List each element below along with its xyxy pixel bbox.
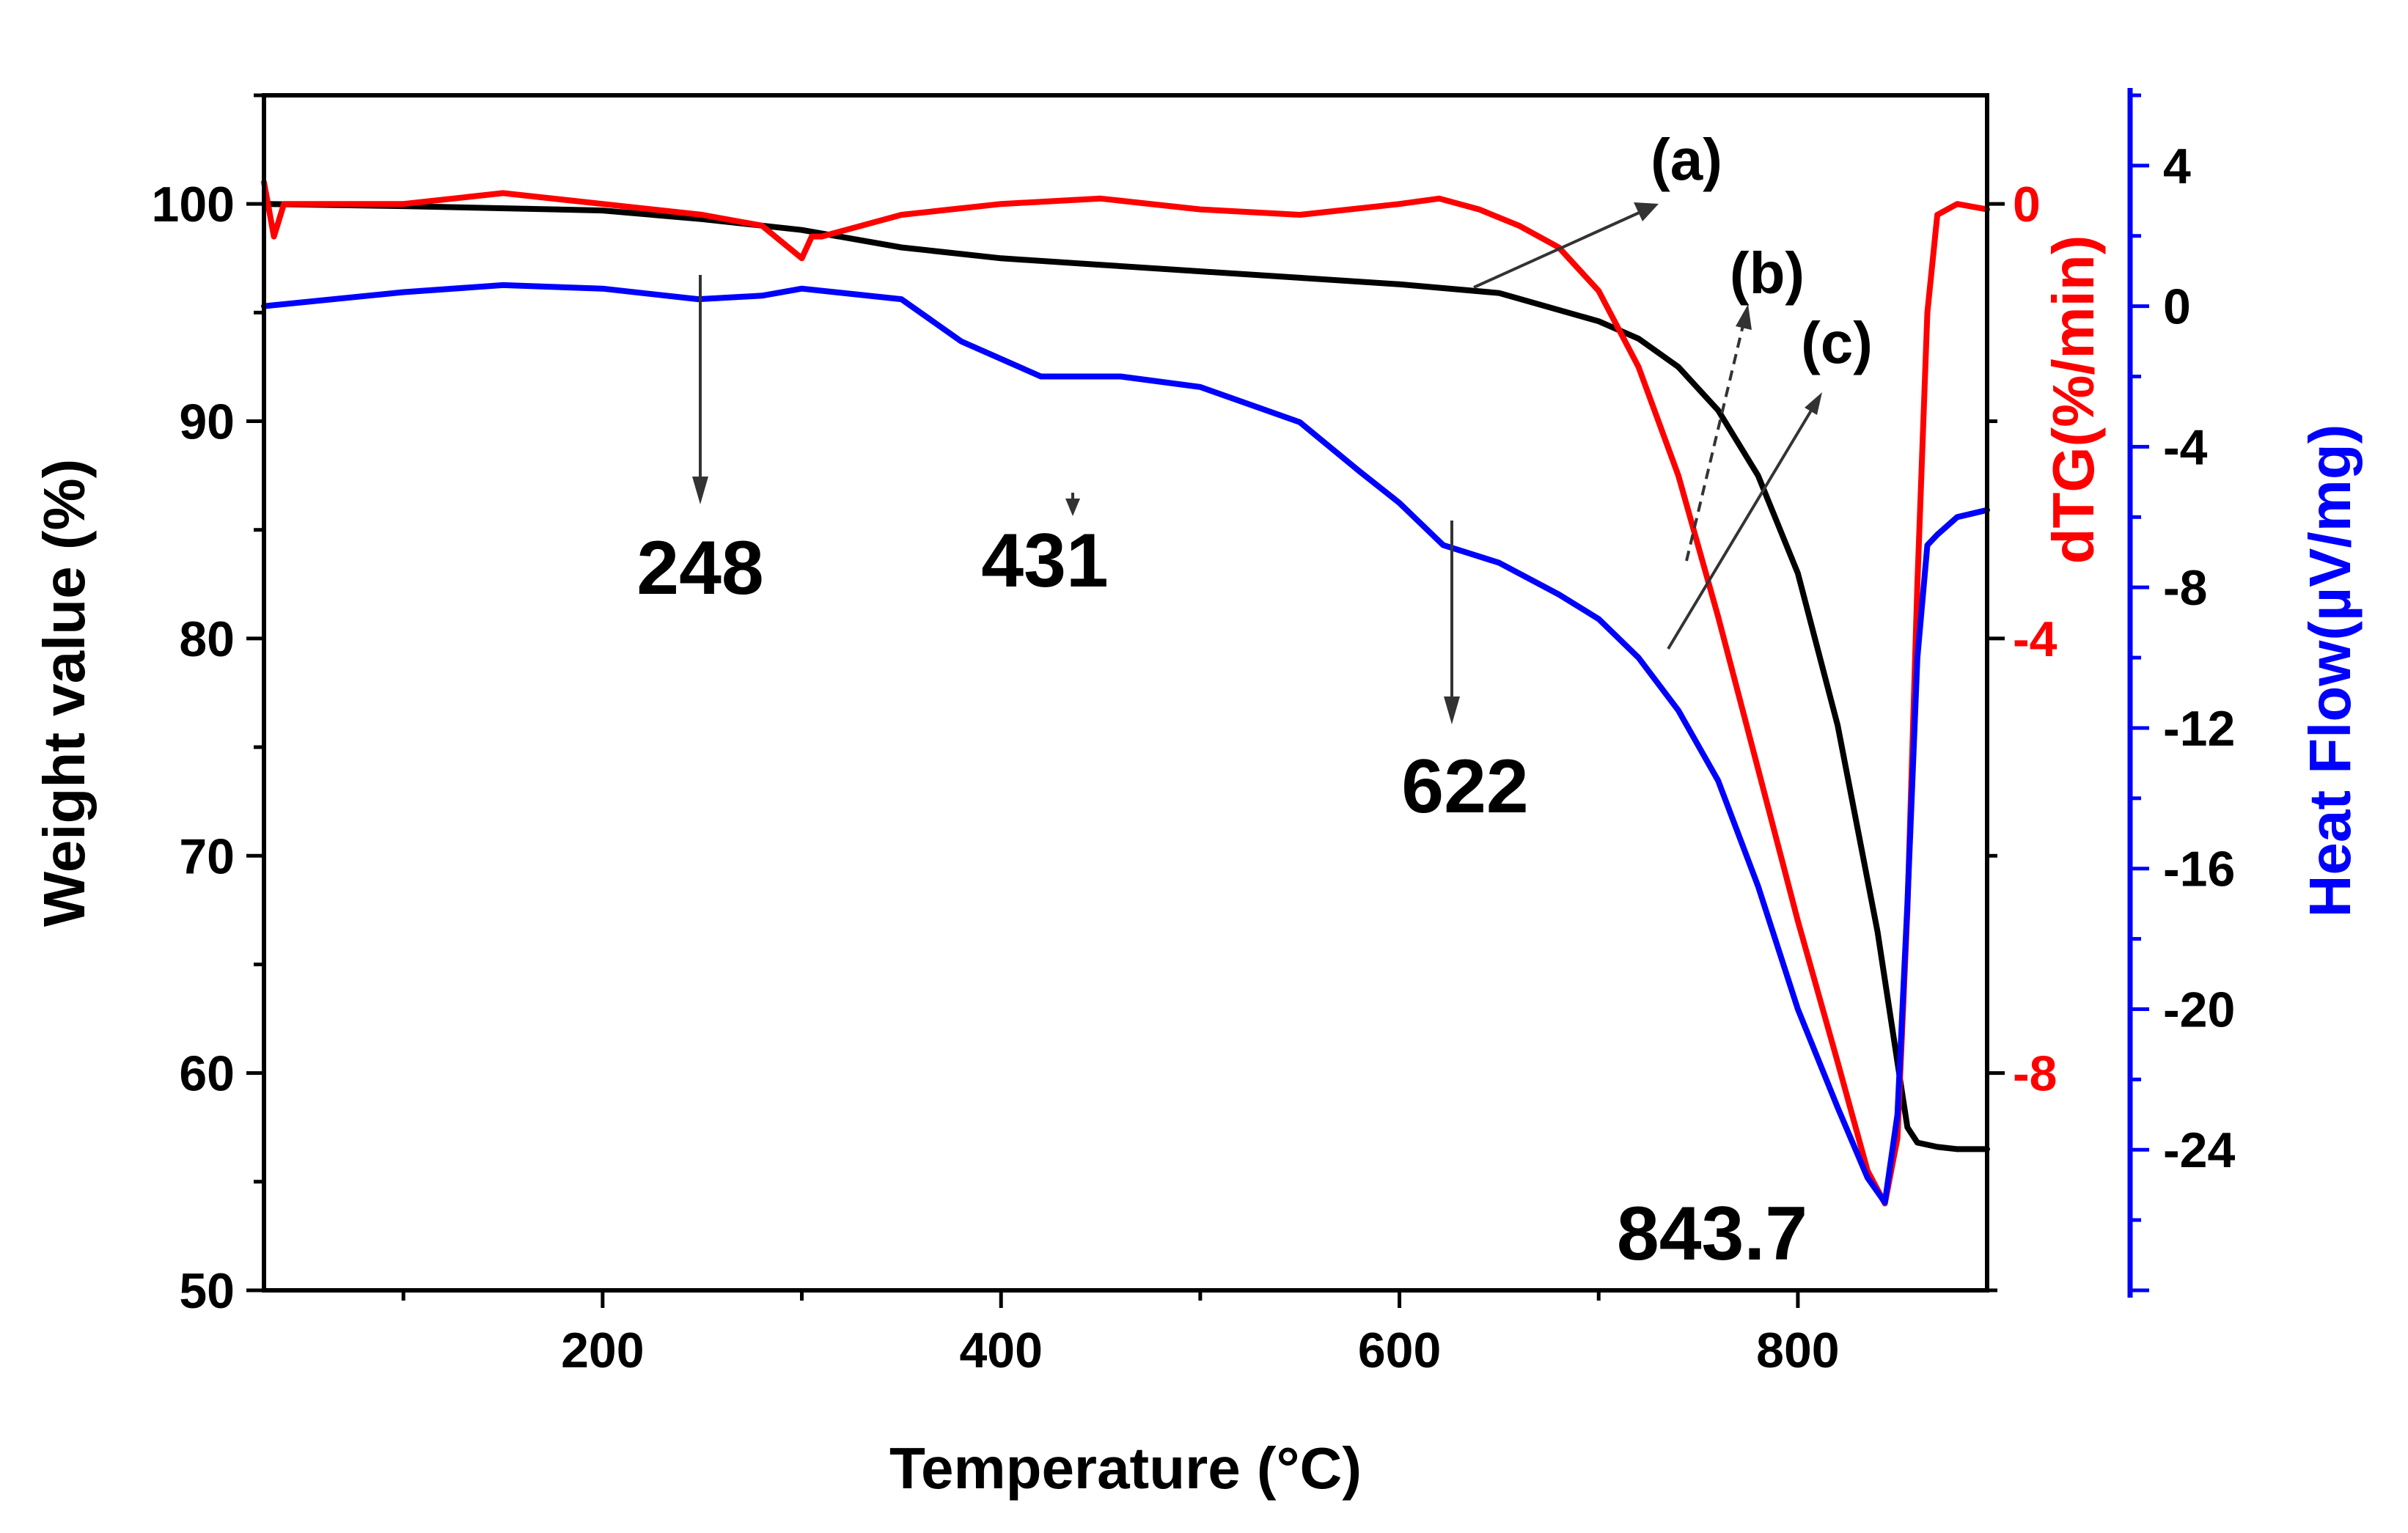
curve-label-b: (b): [1730, 240, 1805, 306]
arrow-248: [692, 275, 708, 504]
series-line-dtg: [261, 179, 1990, 1207]
leader-c: [1667, 392, 1822, 650]
heatflow-tick-label: -4: [2163, 419, 2208, 475]
curves-layer: [261, 179, 1990, 1207]
weight-axis-ticks: 50 60 70 80 90 100: [152, 93, 264, 1319]
dtg-tick-label: -4: [2013, 611, 2058, 667]
annotations-layer: 248 431 622 843.7 (a) (b) (c): [636, 127, 1873, 1276]
x-axis-ticks: 200 400 600 800: [401, 1290, 1840, 1378]
annotation-622: 622: [1401, 744, 1529, 829]
dtg-tick-label: -8: [2013, 1046, 2057, 1102]
weight-tick-label: 60: [179, 1046, 235, 1102]
heatflow-tick-label: -16: [2163, 842, 2235, 897]
arrow-622: [1444, 521, 1460, 724]
annotation-431: 431: [981, 518, 1109, 603]
heatflow-tick-label: -12: [2163, 701, 2235, 757]
x-axis-title: Temperature (°C): [889, 1435, 1362, 1501]
x-tick-label: 800: [1756, 1323, 1839, 1378]
x-tick-label: 600: [1358, 1323, 1441, 1378]
dtg-tick-label: 0: [2013, 177, 2041, 232]
weight-axis-title: Weight value (%): [32, 459, 97, 927]
weight-tick-label: 70: [179, 828, 235, 884]
dtg-axis-title: dTG(%/min): [2041, 235, 2106, 565]
weight-tick-label: 100: [152, 177, 235, 232]
heatflow-tick-label: -20: [2163, 982, 2235, 1037]
annotation-248: 248: [636, 526, 764, 611]
leader-a: [1473, 202, 1659, 289]
heatflow-axis-title: Heat Flow(µV/mg): [2297, 424, 2363, 918]
series-line-heat: [261, 282, 1990, 1206]
plot-frame: [262, 93, 1989, 1293]
curve-label-c: (c): [1801, 310, 1873, 375]
annotation-843-7: 843.7: [1617, 1191, 1807, 1276]
series-line-weight: [261, 201, 1990, 1152]
heatflow-tick-label: -24: [2163, 1122, 2235, 1178]
heatflow-tick-label: -8: [2163, 560, 2207, 616]
dtg-axis-ticks: -8 -4 0: [1987, 177, 2058, 1293]
leader-b: [1685, 304, 1752, 562]
x-tick-label: 400: [959, 1323, 1042, 1378]
curve-label-a: (a): [1651, 127, 1722, 192]
weight-tick-label: 80: [179, 611, 235, 667]
heatflow-tick-label: 0: [2163, 279, 2191, 335]
x-tick-label: 200: [561, 1323, 644, 1378]
weight-tick-label: 50: [179, 1263, 235, 1319]
heatflow-axis-ticks: -24 -20 -16 -12 -8 -4 0 4: [2130, 93, 2235, 1293]
arrow-431: [1065, 493, 1080, 516]
weight-tick-label: 90: [179, 394, 235, 450]
heatflow-tick-label: 4: [2163, 139, 2191, 194]
